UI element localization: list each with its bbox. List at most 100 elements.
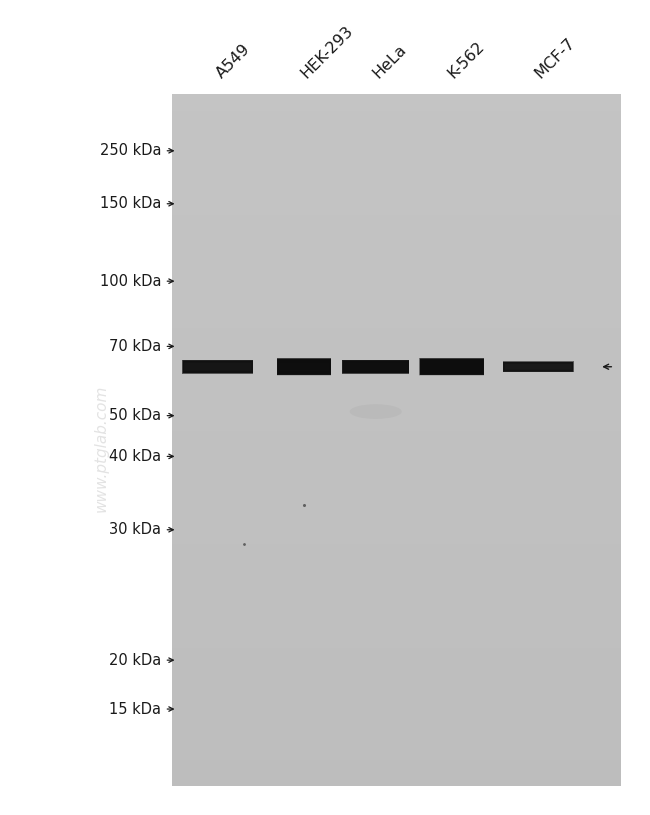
- Text: 40 kDa: 40 kDa: [109, 449, 161, 464]
- Bar: [172, 423, 621, 431]
- Bar: [172, 223, 621, 232]
- Bar: [185, 363, 251, 370]
- Bar: [421, 362, 482, 372]
- Bar: [172, 665, 621, 674]
- Bar: [172, 691, 621, 700]
- Bar: [184, 362, 252, 372]
- Bar: [504, 363, 573, 371]
- Bar: [172, 302, 621, 311]
- Bar: [183, 360, 253, 373]
- Bar: [172, 717, 621, 726]
- Bar: [278, 359, 331, 375]
- Bar: [504, 363, 572, 371]
- Bar: [172, 622, 621, 631]
- Bar: [421, 361, 483, 372]
- Bar: [420, 359, 484, 374]
- Bar: [172, 267, 621, 275]
- Bar: [421, 361, 483, 372]
- Bar: [278, 362, 330, 372]
- Text: 50 kDa: 50 kDa: [109, 408, 161, 423]
- Bar: [502, 361, 574, 372]
- Bar: [278, 360, 331, 373]
- Bar: [504, 363, 572, 370]
- Bar: [344, 363, 407, 370]
- Bar: [343, 361, 408, 372]
- Bar: [279, 362, 330, 372]
- Bar: [172, 648, 621, 657]
- Bar: [278, 359, 331, 374]
- Text: MCF-7: MCF-7: [532, 35, 579, 82]
- Bar: [277, 358, 332, 376]
- Bar: [172, 311, 621, 319]
- Bar: [172, 103, 621, 111]
- Bar: [172, 492, 621, 500]
- Bar: [172, 588, 621, 596]
- Bar: [172, 639, 621, 648]
- Bar: [504, 363, 572, 370]
- Bar: [342, 359, 410, 374]
- Bar: [342, 359, 410, 374]
- Bar: [420, 359, 484, 375]
- Bar: [172, 249, 621, 258]
- Bar: [172, 440, 621, 449]
- Bar: [344, 363, 407, 370]
- Bar: [184, 362, 252, 372]
- Bar: [185, 363, 251, 371]
- Bar: [172, 380, 621, 388]
- Bar: [278, 361, 330, 372]
- Bar: [172, 449, 621, 457]
- Bar: [184, 363, 252, 371]
- Bar: [172, 500, 621, 509]
- Bar: [343, 362, 408, 372]
- Bar: [172, 708, 621, 717]
- Bar: [504, 363, 573, 371]
- Bar: [420, 359, 484, 374]
- Bar: [503, 362, 573, 372]
- Bar: [421, 362, 482, 372]
- Bar: [172, 328, 621, 337]
- Bar: [422, 363, 482, 371]
- Bar: [505, 364, 571, 369]
- Bar: [172, 509, 621, 518]
- Bar: [172, 405, 621, 414]
- Bar: [172, 154, 621, 163]
- Bar: [172, 128, 621, 137]
- Text: 250 kDa: 250 kDa: [99, 143, 161, 158]
- Bar: [419, 358, 484, 376]
- Bar: [504, 363, 573, 371]
- Bar: [278, 360, 330, 373]
- Bar: [344, 363, 408, 371]
- Bar: [183, 360, 253, 373]
- Bar: [421, 362, 482, 372]
- Bar: [172, 94, 621, 786]
- Bar: [505, 364, 571, 369]
- Bar: [183, 362, 252, 372]
- Bar: [420, 359, 484, 375]
- Bar: [172, 189, 621, 197]
- Bar: [172, 657, 621, 665]
- Bar: [185, 363, 251, 370]
- Bar: [344, 363, 408, 371]
- Bar: [420, 359, 484, 374]
- Bar: [172, 146, 621, 154]
- Bar: [505, 363, 571, 370]
- Bar: [172, 371, 621, 380]
- Ellipse shape: [350, 404, 402, 419]
- Bar: [172, 682, 621, 691]
- Bar: [172, 596, 621, 605]
- Bar: [183, 360, 253, 373]
- Bar: [343, 362, 408, 372]
- Bar: [502, 361, 574, 372]
- Bar: [172, 120, 621, 128]
- Bar: [172, 354, 621, 362]
- Bar: [421, 362, 482, 372]
- Bar: [278, 361, 330, 372]
- Bar: [172, 466, 621, 474]
- Bar: [172, 751, 621, 760]
- Bar: [277, 359, 332, 375]
- Bar: [421, 360, 483, 373]
- Bar: [279, 363, 330, 371]
- Bar: [183, 362, 252, 372]
- Bar: [172, 111, 621, 120]
- Bar: [172, 631, 621, 639]
